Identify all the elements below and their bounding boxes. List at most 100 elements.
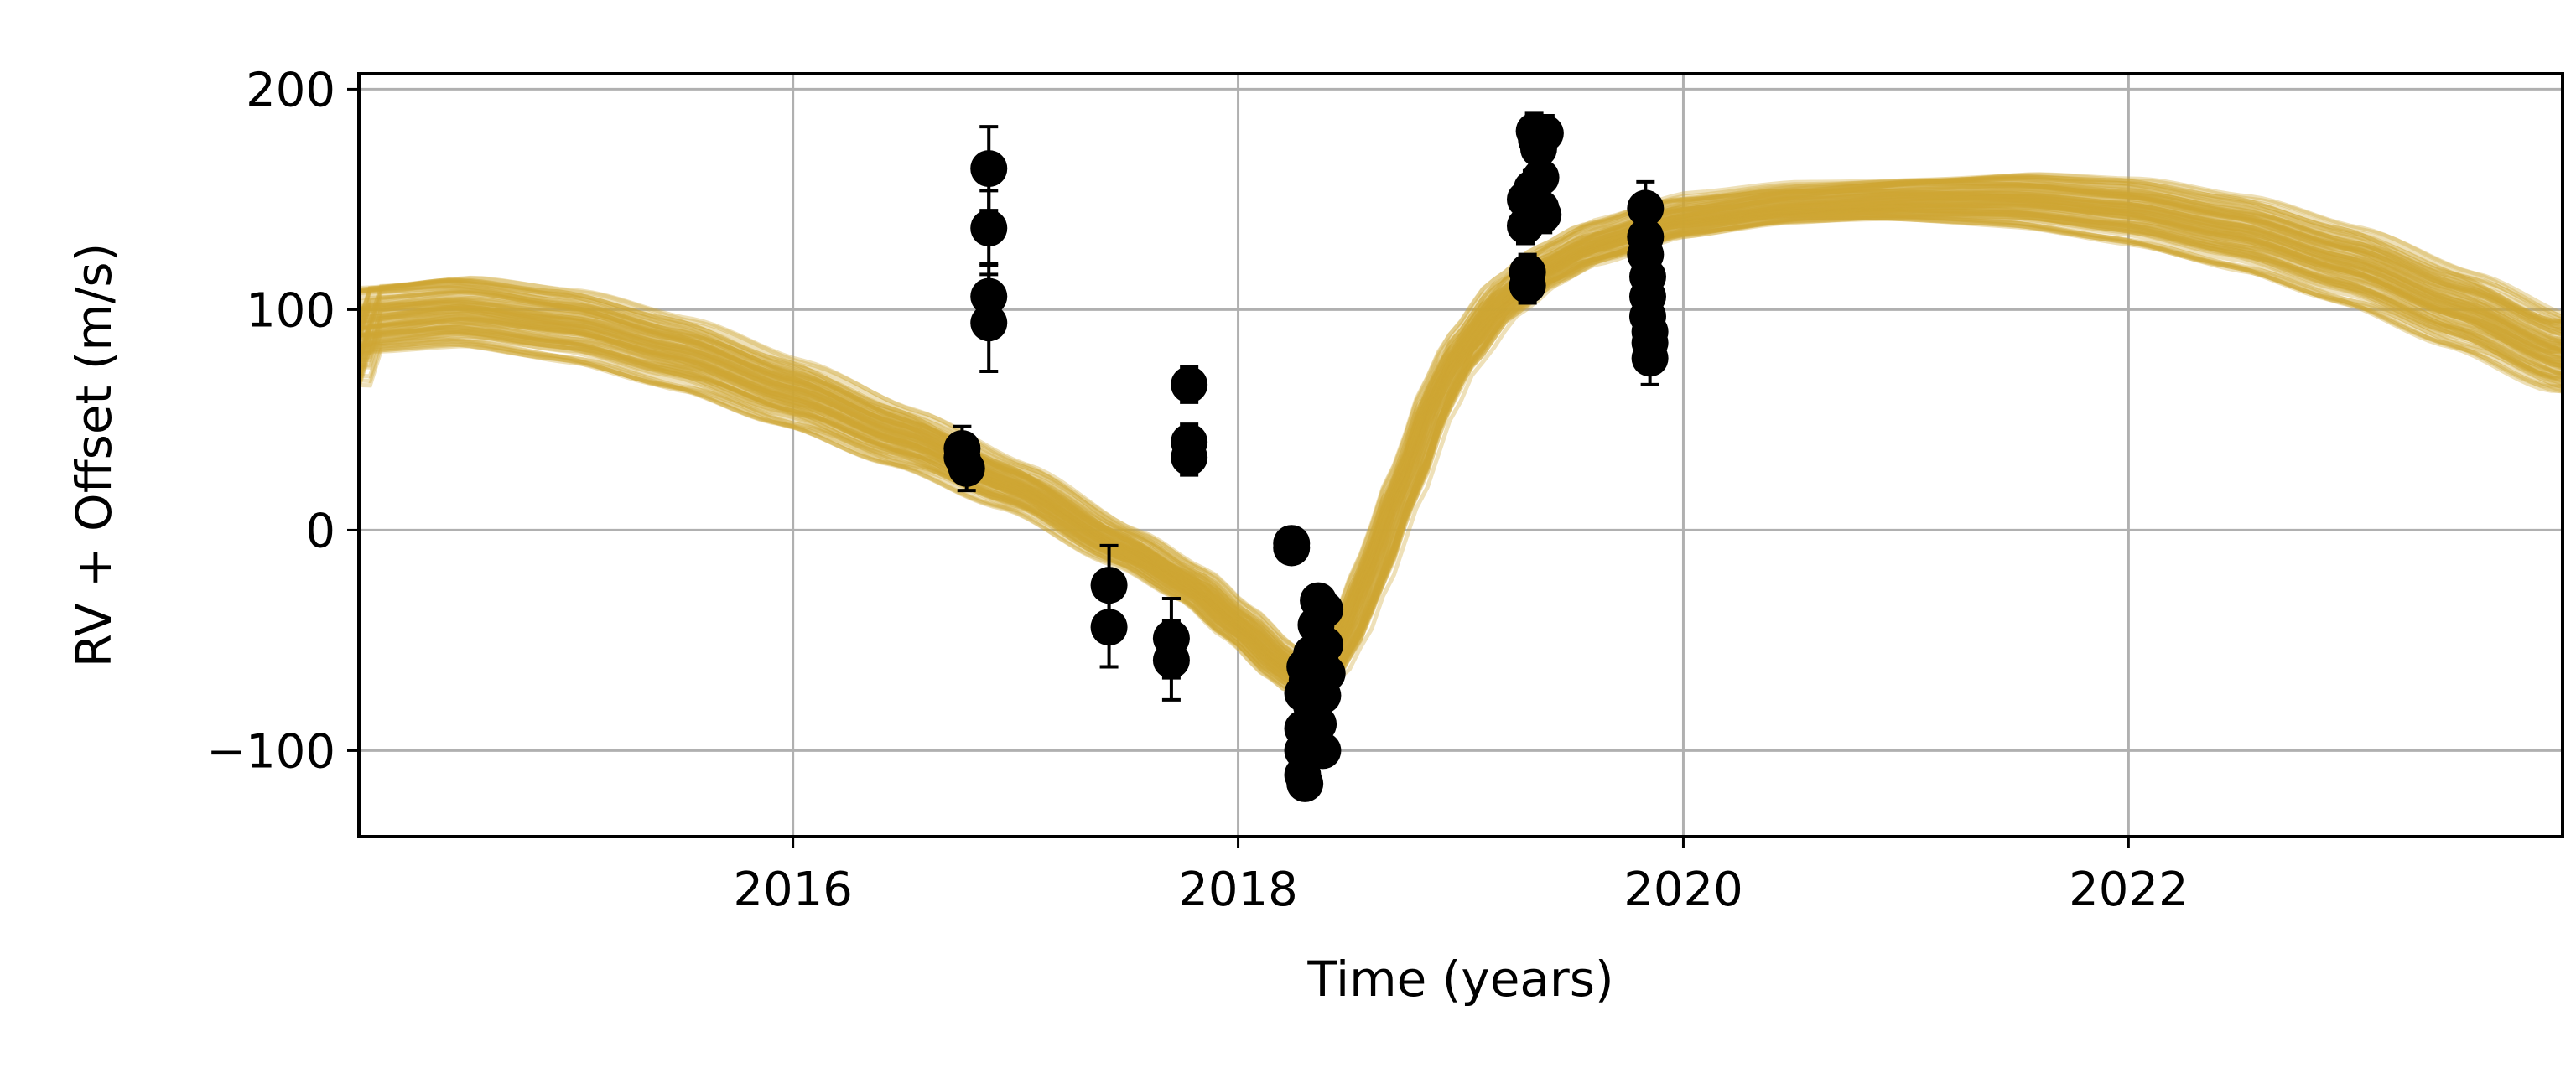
model-curve xyxy=(359,176,2563,672)
data-point xyxy=(1171,365,1208,404)
data-point xyxy=(970,189,1008,267)
model-curve xyxy=(359,210,2563,688)
model-curve xyxy=(359,175,2563,674)
model-curve xyxy=(359,184,2563,669)
rv-data-points xyxy=(943,111,1669,802)
model-curve xyxy=(359,183,2563,684)
x-tick-label: 2020 xyxy=(1623,863,1743,917)
model-curve xyxy=(359,200,2563,676)
model-curve xyxy=(359,183,2563,678)
model-curve xyxy=(359,191,2563,676)
data-point xyxy=(1273,529,1311,567)
data-point xyxy=(1090,585,1128,669)
model-curve xyxy=(359,215,2563,688)
y-tick-label: 200 xyxy=(246,63,335,117)
model-curve xyxy=(359,209,2563,682)
data-point xyxy=(1152,619,1190,702)
model-curve xyxy=(359,175,2563,677)
model-curve xyxy=(359,183,2563,673)
model-curve xyxy=(359,215,2563,687)
model-curve xyxy=(359,203,2563,687)
data-point xyxy=(1304,732,1342,770)
model-curve xyxy=(359,179,2563,657)
model-curve xyxy=(359,198,2563,691)
data-marker xyxy=(1152,641,1190,679)
model-curve xyxy=(359,206,2563,682)
data-point xyxy=(1171,438,1208,477)
data-marker xyxy=(1509,267,1546,304)
model-curve xyxy=(359,199,2563,683)
model-curve xyxy=(359,192,2563,676)
model-curve xyxy=(359,194,2563,690)
data-point xyxy=(970,272,1008,374)
data-marker xyxy=(970,210,1008,247)
model-curve xyxy=(359,203,2563,692)
data-point xyxy=(1286,765,1324,802)
model-curve xyxy=(359,174,2563,680)
model-curve xyxy=(359,194,2563,686)
model-curve xyxy=(359,210,2563,696)
model-curve xyxy=(359,215,2563,692)
data-marker xyxy=(1306,626,1344,664)
plot-frame xyxy=(357,72,2564,838)
model-curve xyxy=(359,204,2563,681)
model-curve xyxy=(359,189,2563,685)
model-curve xyxy=(359,194,2563,684)
model-curve xyxy=(359,210,2563,682)
model-curve xyxy=(359,175,2563,677)
model-curve xyxy=(359,179,2563,672)
x-tick-label: 2016 xyxy=(733,863,853,917)
model-curve xyxy=(359,207,2563,686)
model-curve xyxy=(359,207,2563,679)
model-curve xyxy=(359,197,2563,686)
data-point xyxy=(1306,591,1344,629)
model-curve xyxy=(359,200,2563,673)
model-curve xyxy=(359,200,2563,693)
model-curve xyxy=(359,189,2563,666)
data-marker xyxy=(1526,115,1564,153)
model-curve xyxy=(359,201,2563,688)
model-curve xyxy=(359,213,2563,682)
model-curve xyxy=(359,216,2563,692)
data-point xyxy=(948,444,985,493)
model-curve xyxy=(359,191,2563,687)
model-curve xyxy=(359,189,2563,666)
model-curve xyxy=(359,201,2563,676)
model-curve xyxy=(359,209,2563,687)
model-curve xyxy=(359,186,2563,685)
model-curve xyxy=(359,189,2563,667)
model-curve xyxy=(359,188,2563,664)
model-curve xyxy=(359,211,2563,693)
data-marker xyxy=(1304,732,1342,770)
x-tick-label: 2022 xyxy=(2069,863,2189,917)
model-curve xyxy=(359,194,2563,691)
model-curve xyxy=(359,176,2563,670)
model-curve xyxy=(359,201,2563,681)
data-point xyxy=(1524,195,1562,235)
model-curve xyxy=(359,194,2563,671)
model-curve xyxy=(359,211,2563,697)
model-curve xyxy=(359,207,2563,683)
data-point xyxy=(1631,329,1669,386)
data-marker xyxy=(948,449,985,487)
model-curve xyxy=(359,188,2563,666)
model-curve xyxy=(359,198,2563,688)
model-curve xyxy=(359,201,2563,697)
data-marker xyxy=(1090,567,1128,604)
model-curve xyxy=(359,194,2563,685)
model-curve xyxy=(359,192,2563,671)
model-curve xyxy=(359,178,2563,666)
data-marker xyxy=(1306,591,1344,629)
y-tick-label: −100 xyxy=(206,724,335,779)
model-curve xyxy=(359,197,2563,673)
data-marker xyxy=(1308,655,1346,692)
model-curves xyxy=(359,172,2563,697)
model-curve xyxy=(359,174,2563,680)
model-curve xyxy=(359,208,2563,688)
model-curve xyxy=(359,182,2563,676)
model-curve xyxy=(359,203,2563,683)
model-curve xyxy=(359,189,2563,686)
data-marker xyxy=(1171,365,1208,403)
data-marker xyxy=(1286,765,1324,802)
